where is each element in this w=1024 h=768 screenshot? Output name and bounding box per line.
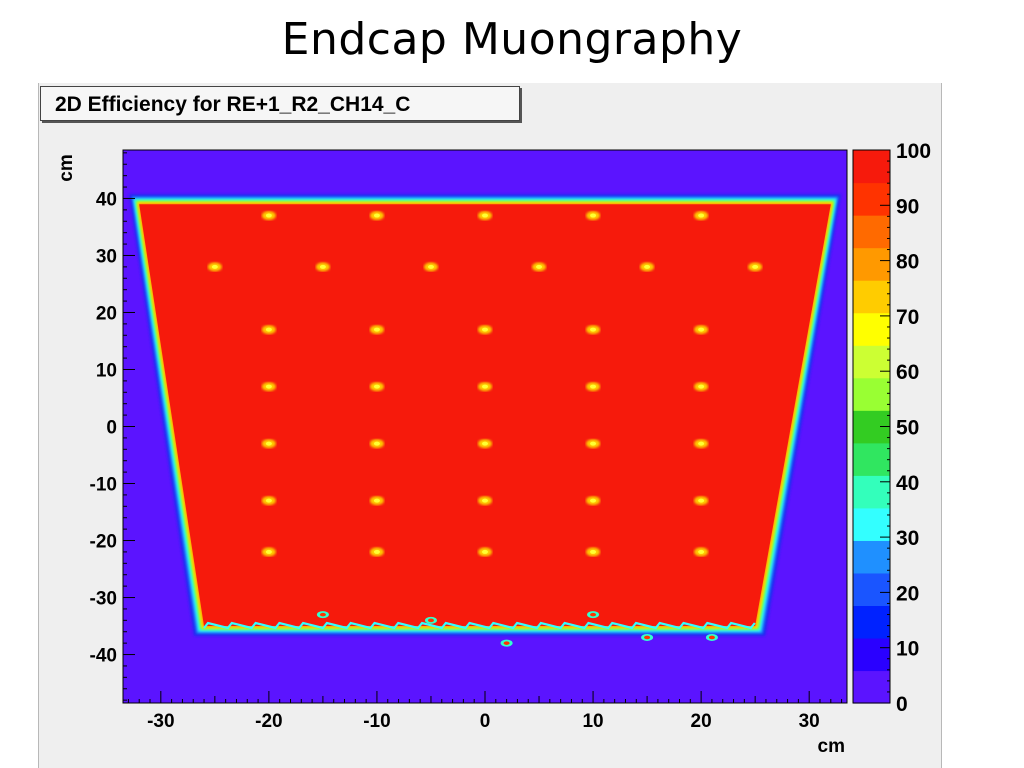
- z-tick-label: 50: [896, 417, 919, 440]
- x-tick-label: 20: [691, 711, 712, 732]
- hot-spot-core: [590, 549, 597, 554]
- efficiency-plateau: [139, 204, 831, 626]
- x-tick-label: -20: [255, 711, 282, 732]
- hot-spot-core: [644, 264, 651, 269]
- z-tick-label: 40: [896, 472, 919, 495]
- hot-spot-core: [482, 498, 488, 503]
- y-tick-label: -30: [90, 589, 117, 610]
- hot-spot-core: [698, 213, 705, 218]
- y-tick-label: 20: [96, 303, 117, 324]
- low-spot-core: [319, 612, 326, 617]
- hot-spot-core: [590, 384, 597, 389]
- hot-spot-core: [373, 498, 380, 503]
- hot-spot-core: [319, 264, 326, 269]
- y-tick-label: -10: [90, 475, 117, 496]
- low-spot-core: [644, 635, 651, 640]
- hot-spot-core: [698, 441, 705, 446]
- color-scale-band: [853, 540, 890, 574]
- x-tick-label: -30: [147, 711, 174, 732]
- x-tick-label: -10: [363, 711, 390, 732]
- z-tick-label: 80: [896, 251, 919, 274]
- hot-spot-core: [373, 384, 380, 389]
- bottom-edge-jag: [203, 621, 756, 630]
- color-scale-band: [853, 442, 890, 476]
- hot-spot-core: [482, 549, 488, 554]
- z-tick-label: 0: [896, 693, 908, 716]
- low-spot-core: [590, 612, 597, 617]
- hot-spot-core: [373, 327, 380, 332]
- z-tick-label: 10: [896, 638, 919, 661]
- y-tick-label: 30: [96, 246, 117, 267]
- hot-spot-core: [698, 549, 705, 554]
- x-tick-label: 0: [480, 711, 491, 732]
- z-tick-label: 90: [896, 195, 919, 218]
- y-tick-label: -40: [90, 646, 117, 667]
- z-tick-label: 70: [896, 306, 919, 329]
- hot-spot-core: [590, 213, 597, 218]
- hot-spot-core: [265, 549, 272, 554]
- x-tick-label: 10: [582, 711, 603, 732]
- color-scale-band: [853, 507, 890, 541]
- y-tick-label: 0: [106, 418, 117, 439]
- hot-spot-core: [698, 384, 705, 389]
- color-scale-band: [853, 670, 890, 704]
- hot-spot-core: [752, 264, 759, 269]
- hot-spot-core: [265, 327, 272, 332]
- heatmap-spots: [207, 211, 763, 647]
- color-scale-band: [853, 312, 890, 346]
- z-tick-label: 20: [896, 582, 919, 605]
- hot-spot-core: [482, 441, 488, 446]
- hot-spot-core: [265, 498, 272, 503]
- x-tick-label: 30: [799, 711, 820, 732]
- color-scale-band: [853, 182, 890, 216]
- hot-spot-core: [536, 264, 543, 269]
- axes: -30 -20 -10 0 10 20 30 cm -40 -30 -20 -10 0 10 20 30 40 c…: [56, 149, 848, 757]
- z-tick-label: 30: [896, 527, 919, 550]
- y-tick-label: 10: [96, 360, 117, 381]
- y-tick-label: 40: [96, 189, 117, 210]
- color-scale-band: [853, 572, 890, 607]
- hot-spot-core: [590, 327, 597, 332]
- hot-spot-core: [265, 384, 272, 389]
- color-scale-band: [853, 377, 890, 411]
- y-tick-label: -20: [90, 532, 117, 553]
- color-scale-band: [853, 150, 890, 184]
- slide-title: Endcap Muongraphy: [281, 14, 743, 65]
- hot-spot-core: [373, 549, 380, 554]
- hot-spot-core: [590, 498, 597, 503]
- color-scale-band: [853, 637, 890, 672]
- heatmap-cells: [129, 194, 841, 636]
- hot-spot-core: [211, 264, 218, 269]
- color-scale-band: [853, 605, 890, 639]
- color-scale: 0 10 20 30 40 50 60 70 80 90 100: [852, 140, 931, 716]
- hot-spot-core: [482, 213, 488, 218]
- low-spot-core: [503, 641, 510, 645]
- color-scale-band: [853, 215, 890, 249]
- hot-spot-core: [265, 441, 272, 446]
- color-scale-band: [853, 247, 890, 281]
- low-spot-core: [427, 618, 434, 623]
- hot-spot-core: [698, 327, 705, 332]
- z-tick-label: 100: [896, 140, 931, 163]
- hot-spot-core: [373, 213, 380, 218]
- z-tick-label: 60: [896, 361, 919, 384]
- hot-spot-core: [590, 441, 597, 446]
- color-scale-band: [853, 280, 890, 314]
- hot-spot-core: [482, 384, 488, 389]
- y-axis-title: cm: [56, 154, 77, 181]
- hot-spot-core: [373, 441, 380, 446]
- color-scale-band: [853, 475, 890, 509]
- hot-spot-core: [482, 327, 488, 332]
- low-spot-core: [708, 635, 715, 640]
- x-axis-title: cm: [818, 736, 845, 757]
- histogram-title: 2D Efficiency for RE+1_R2_CH14_C: [40, 86, 520, 121]
- color-scale-band: [853, 345, 890, 379]
- hot-spot-core: [427, 264, 434, 269]
- hot-spot-core: [265, 213, 272, 218]
- hot-spot-core: [698, 498, 705, 503]
